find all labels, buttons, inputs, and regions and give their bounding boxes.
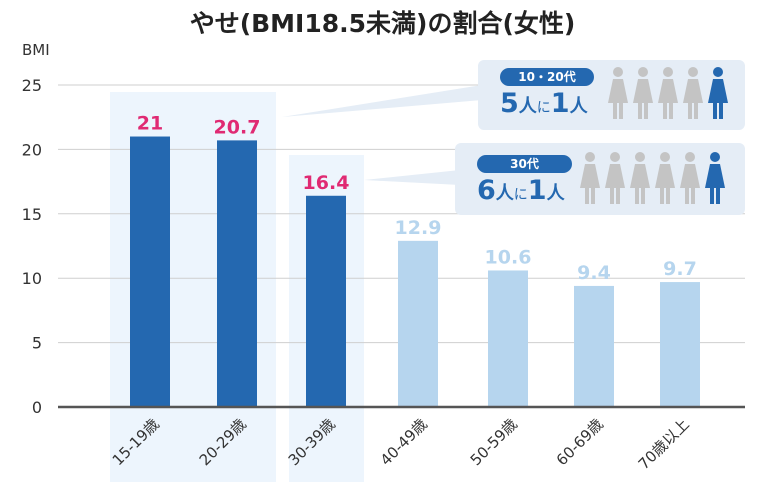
bar-60-69歳	[574, 285, 614, 407]
callout-pointer	[282, 85, 482, 117]
callout-tag: 30代	[477, 155, 572, 173]
people-icons	[580, 152, 725, 204]
callout-thirties: 30代 6人に1人	[455, 143, 745, 215]
woman-icon	[580, 152, 600, 204]
data-label: 9.7	[663, 258, 697, 280]
woman-icon	[658, 67, 678, 119]
callout-ratio: 5人に1人	[500, 88, 588, 119]
chart-title: やせ(BMI18.5未満)の割合(女性)	[189, 9, 576, 38]
y-tick-label: 10	[22, 269, 42, 288]
bar-15-19歳	[130, 136, 170, 407]
y-tick-label: 15	[22, 205, 42, 224]
data-label: 20.7	[214, 116, 261, 138]
x-tick-label: 70歳以上	[635, 415, 693, 473]
woman-icon-highlighted	[708, 67, 728, 119]
y-axis-label: BMI	[22, 41, 50, 59]
data-label: 16.4	[303, 172, 350, 194]
bar-30-39歳	[306, 195, 346, 407]
x-tick-label: 50-59歳	[467, 415, 521, 469]
data-label: 12.9	[395, 217, 442, 239]
bar-20-29歳	[217, 140, 257, 407]
callout-tag: 10・20代	[500, 68, 594, 86]
woman-icon	[608, 67, 628, 119]
bar-40-49歳	[398, 240, 438, 407]
woman-icon	[605, 152, 625, 204]
woman-icon	[683, 67, 703, 119]
y-tick-label: 20	[22, 140, 42, 159]
woman-icon	[630, 152, 650, 204]
y-tick-label: 25	[22, 76, 42, 95]
woman-icon	[680, 152, 700, 204]
woman-icon	[655, 152, 675, 204]
data-label: 10.6	[485, 246, 532, 268]
woman-icon	[633, 67, 653, 119]
people-icons	[608, 67, 728, 119]
callout-ratio: 6人に1人	[477, 175, 565, 206]
y-tick-label: 0	[32, 398, 42, 417]
bar-70歳以上	[660, 282, 700, 407]
x-tick-label: 60-69歳	[553, 415, 607, 469]
x-tick-label: 40-49歳	[377, 415, 431, 469]
callout-teens-twenties: 10・20代 5人に1人	[478, 60, 745, 130]
y-tick-label: 5	[32, 334, 42, 353]
data-label: 21	[137, 113, 163, 135]
callout-pointer	[364, 170, 460, 185]
woman-icon-highlighted	[705, 152, 725, 204]
data-label: 9.4	[577, 262, 611, 284]
bar-50-59歳	[488, 270, 528, 407]
